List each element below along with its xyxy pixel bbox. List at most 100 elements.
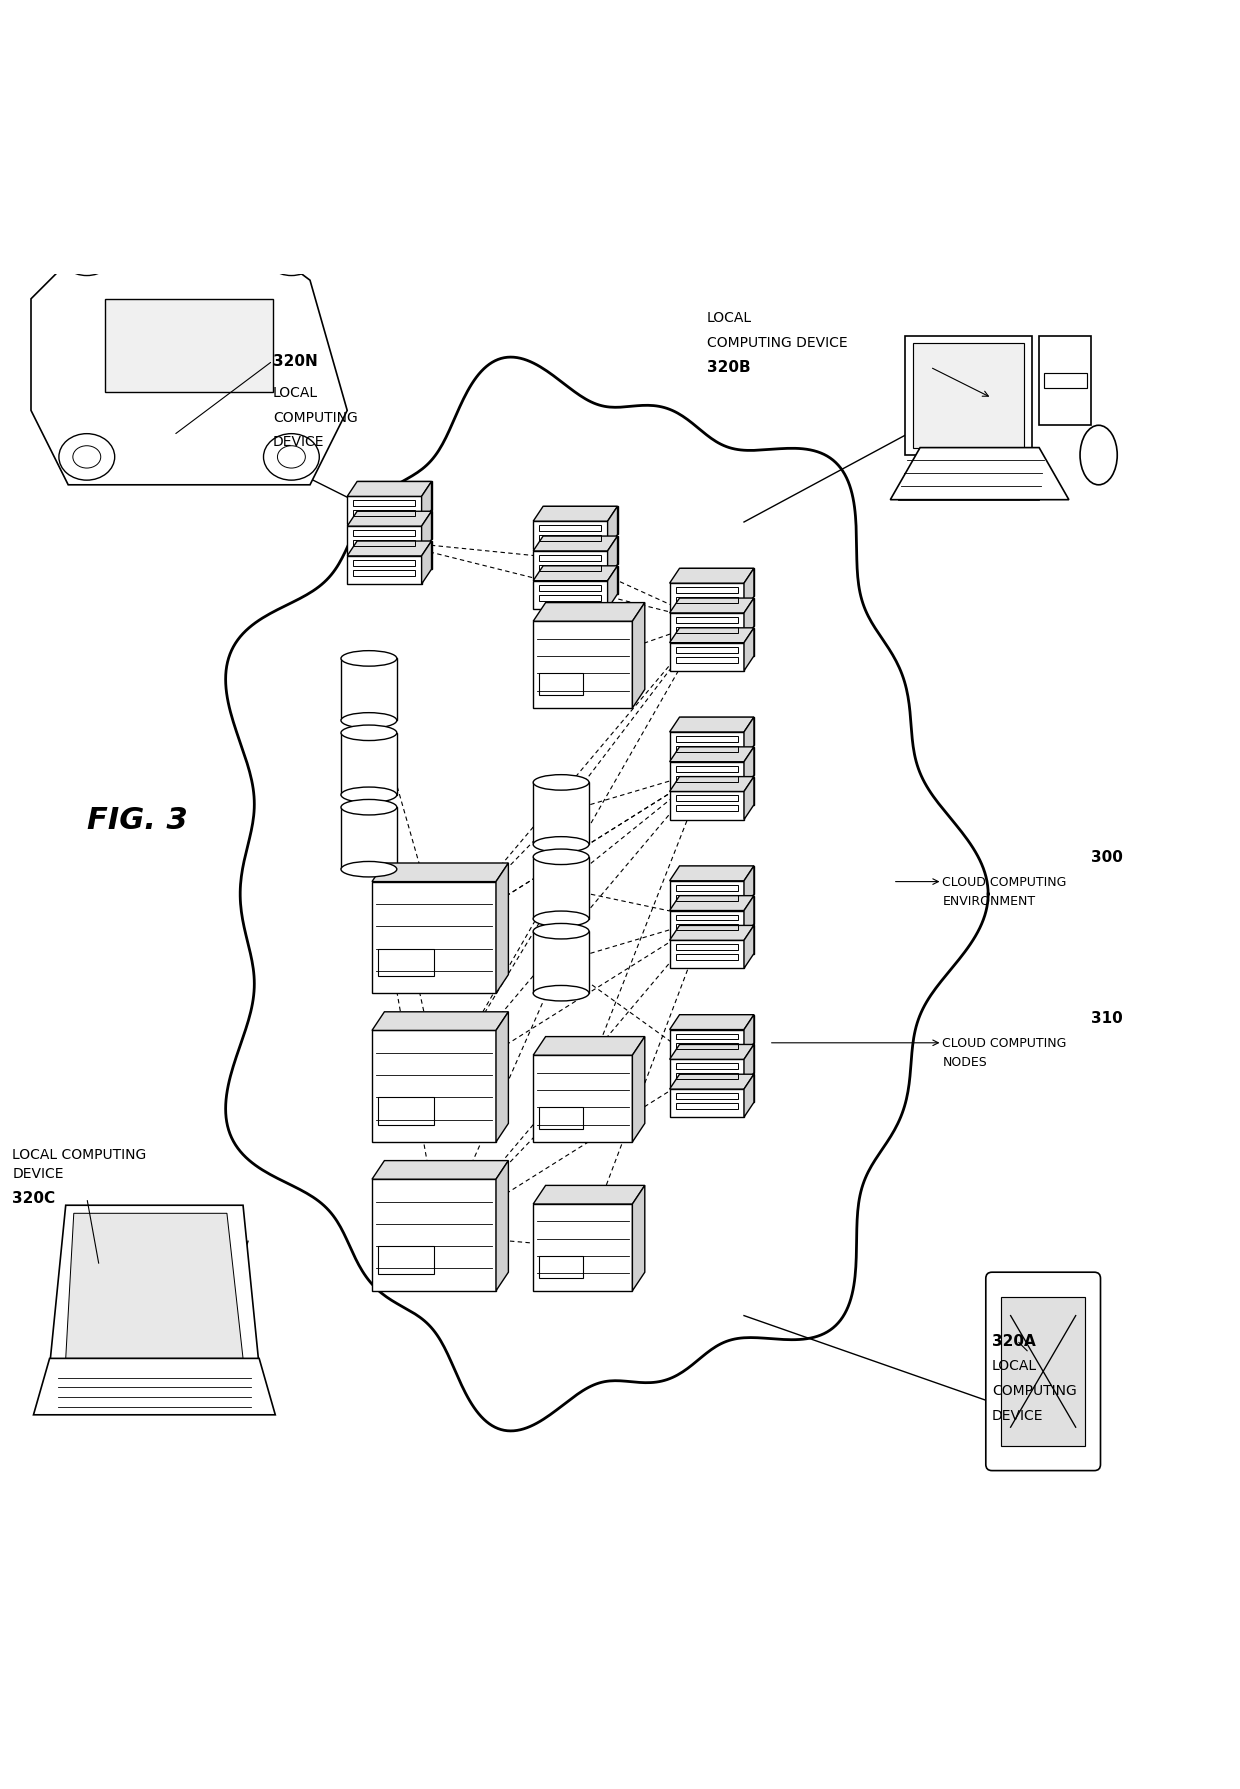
Text: NODES: NODES [942, 1056, 987, 1068]
Polygon shape [744, 776, 754, 819]
Polygon shape [347, 483, 432, 497]
Polygon shape [422, 512, 432, 555]
Polygon shape [533, 506, 618, 522]
Ellipse shape [533, 775, 589, 791]
Polygon shape [670, 1090, 744, 1118]
Polygon shape [496, 864, 508, 993]
Polygon shape [670, 793, 744, 819]
Ellipse shape [60, 231, 114, 276]
Polygon shape [670, 896, 754, 911]
Polygon shape [372, 1030, 496, 1143]
Polygon shape [372, 1179, 496, 1292]
Polygon shape [347, 556, 422, 585]
Polygon shape [744, 628, 754, 671]
Text: CLOUD COMPUTING: CLOUD COMPUTING [942, 1036, 1066, 1050]
Text: 320C: 320C [12, 1191, 56, 1206]
Ellipse shape [533, 923, 589, 939]
Polygon shape [372, 1161, 508, 1179]
Text: DEVICE: DEVICE [273, 435, 325, 449]
Polygon shape [1039, 336, 1091, 426]
Polygon shape [50, 1206, 259, 1367]
Text: COMPUTING: COMPUTING [992, 1383, 1076, 1397]
Polygon shape [533, 581, 608, 610]
Polygon shape [496, 1161, 508, 1292]
Text: DEVICE: DEVICE [992, 1408, 1044, 1422]
Ellipse shape [341, 651, 397, 667]
Polygon shape [670, 599, 754, 614]
Polygon shape [66, 1213, 243, 1358]
Polygon shape [670, 1014, 754, 1030]
Ellipse shape [341, 862, 397, 877]
Polygon shape [632, 603, 645, 708]
Polygon shape [341, 733, 397, 796]
Polygon shape [744, 569, 754, 612]
Polygon shape [670, 732, 744, 760]
Polygon shape [670, 1030, 744, 1057]
Ellipse shape [533, 986, 589, 1002]
Polygon shape [372, 882, 496, 993]
Polygon shape [670, 569, 754, 583]
Ellipse shape [341, 787, 397, 803]
Text: 300: 300 [1091, 850, 1123, 864]
Polygon shape [533, 784, 589, 844]
Polygon shape [744, 1075, 754, 1118]
Polygon shape [33, 1358, 275, 1415]
Polygon shape [533, 932, 589, 993]
Polygon shape [347, 512, 432, 526]
Polygon shape [533, 551, 608, 580]
Polygon shape [670, 583, 744, 612]
Polygon shape [372, 1013, 508, 1030]
Polygon shape [533, 522, 608, 549]
Polygon shape [670, 748, 754, 762]
Text: 320A: 320A [992, 1333, 1035, 1349]
Ellipse shape [1080, 426, 1117, 485]
Polygon shape [744, 927, 754, 970]
Text: CLOUD COMPUTING: CLOUD COMPUTING [942, 875, 1066, 889]
Polygon shape [670, 628, 754, 644]
Text: LOCAL: LOCAL [992, 1358, 1037, 1372]
Polygon shape [670, 866, 754, 882]
Text: FIG. 3: FIG. 3 [87, 805, 187, 835]
Polygon shape [533, 1186, 645, 1204]
Polygon shape [744, 866, 754, 909]
Polygon shape [372, 864, 508, 882]
Polygon shape [496, 1013, 508, 1143]
Polygon shape [347, 542, 432, 556]
Ellipse shape [533, 850, 589, 866]
Polygon shape [744, 599, 754, 642]
Ellipse shape [533, 912, 589, 927]
Polygon shape [670, 762, 744, 791]
Ellipse shape [60, 435, 114, 481]
Ellipse shape [263, 435, 319, 481]
Polygon shape [422, 483, 432, 526]
Ellipse shape [263, 231, 319, 276]
Polygon shape [31, 225, 347, 485]
Ellipse shape [341, 800, 397, 816]
Polygon shape [533, 857, 589, 920]
Polygon shape [670, 882, 744, 909]
Ellipse shape [341, 726, 397, 741]
Polygon shape [670, 927, 754, 941]
Polygon shape [632, 1038, 645, 1143]
Polygon shape [670, 644, 744, 671]
Text: 320B: 320B [707, 360, 750, 376]
Polygon shape [670, 614, 744, 642]
Polygon shape [670, 911, 744, 939]
Polygon shape [341, 809, 397, 869]
Polygon shape [744, 717, 754, 760]
Polygon shape [744, 1014, 754, 1057]
Polygon shape [226, 358, 988, 1431]
Polygon shape [670, 776, 754, 793]
Polygon shape [1002, 1297, 1085, 1446]
Text: LOCAL COMPUTING: LOCAL COMPUTING [12, 1149, 146, 1161]
Polygon shape [744, 896, 754, 939]
Ellipse shape [341, 714, 397, 728]
Text: LOCAL: LOCAL [707, 311, 751, 326]
Polygon shape [608, 506, 618, 549]
Polygon shape [608, 567, 618, 610]
Text: 320N: 320N [273, 354, 317, 369]
Polygon shape [105, 299, 273, 392]
Polygon shape [670, 717, 754, 732]
Polygon shape [422, 542, 432, 585]
Polygon shape [744, 748, 754, 791]
